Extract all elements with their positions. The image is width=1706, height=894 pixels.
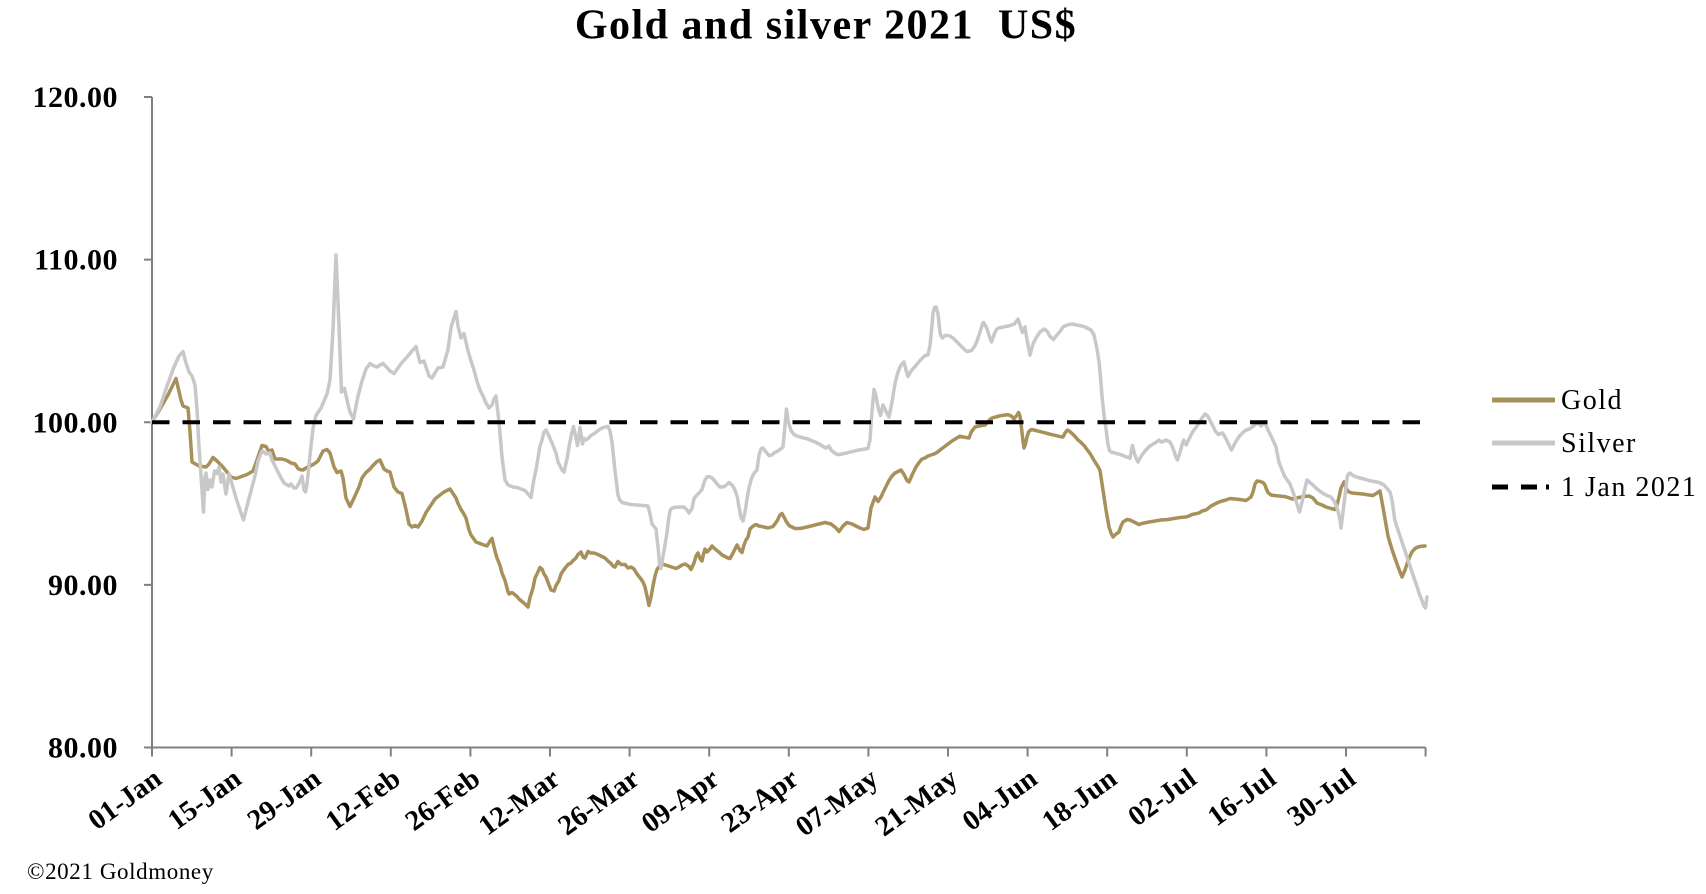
- svg-text:Gold: Gold: [1561, 385, 1623, 416]
- svg-text:Silver: Silver: [1561, 428, 1637, 459]
- svg-text:1 Jan 2021: 1 Jan 2021: [1561, 472, 1697, 503]
- svg-text:110.00: 110.00: [34, 244, 118, 277]
- svg-text:90.00: 90.00: [48, 569, 118, 602]
- svg-text:100.00: 100.00: [33, 406, 119, 439]
- svg-text:Gold and silver 2021 US$: Gold and silver 2021 US$: [575, 3, 1077, 49]
- svg-text:©2021 Goldmoney: ©2021 Goldmoney: [27, 859, 214, 884]
- svg-text:120.00: 120.00: [33, 81, 119, 114]
- svg-text:80.00: 80.00: [48, 732, 118, 765]
